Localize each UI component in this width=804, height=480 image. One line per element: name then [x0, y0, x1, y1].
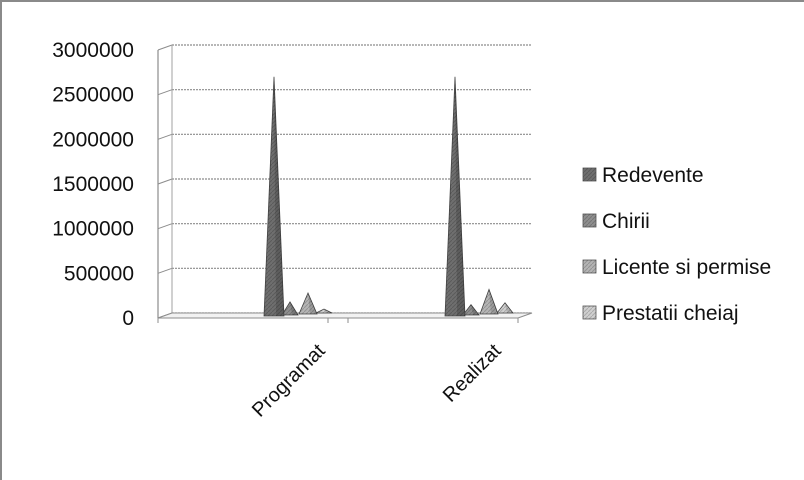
gridlines: [157, 44, 532, 319]
y-tick-label: 1000000: [52, 218, 134, 241]
y-tick-label: 2000000: [52, 128, 134, 151]
data-peak-shade: [274, 76, 284, 316]
legend-swatch-texture: [583, 260, 596, 273]
y-tick-label: 3000000: [52, 39, 134, 62]
data-peak-shade: [290, 301, 298, 315]
data-peaks: [263, 76, 514, 317]
data-peak-texture: [445, 76, 465, 316]
data-peak-texture: [282, 301, 298, 315]
data-peak-shade: [308, 292, 317, 314]
x-tick-labels: Programat Realizat: [248, 340, 506, 422]
gridline-depth: [157, 223, 173, 230]
legend-swatch-texture: [583, 168, 596, 181]
legend-swatch-texture: [583, 214, 596, 227]
y-tick-label: 500000: [64, 262, 134, 285]
legend-label: Prestatii cheiaj: [602, 302, 739, 325]
legend-swatch-texture: [583, 306, 596, 319]
gridline-depth: [157, 89, 173, 96]
gridline-depth: [157, 44, 173, 51]
y-tick-label: 2500000: [52, 84, 134, 107]
y-tick-labels: 3000000 2500000 2000000 1500000 1000000 50000…: [52, 39, 134, 330]
legend-label: Licente si permise: [602, 256, 771, 279]
legend-label: Redevente: [602, 164, 704, 187]
data-peak-texture: [316, 309, 332, 313]
data-peak-shade: [471, 304, 479, 315]
data-peak-shade: [324, 309, 332, 313]
floor-plane: [157, 312, 533, 319]
data-peak-texture: [299, 292, 317, 314]
chart-floor: [157, 312, 533, 323]
y-axis: [157, 45, 173, 318]
y-tick-label: 1500000: [52, 173, 134, 196]
gridline-depth: [157, 133, 173, 140]
data-peak-texture: [264, 76, 284, 316]
y-tick-label: 0: [122, 307, 134, 330]
x-category-label: Programat: [248, 340, 330, 422]
data-peak-shade: [455, 76, 465, 316]
data-peak-texture: [463, 304, 479, 315]
gridline-depth: [157, 178, 173, 185]
gridline-depth: [157, 267, 173, 274]
data-peak-shade: [489, 289, 498, 314]
data-peak-texture: [497, 302, 513, 313]
legend-label: Chirii: [602, 210, 650, 233]
legend: Redevente Chirii Licente si permise Prestat…: [582, 164, 771, 325]
data-peak-texture: [480, 289, 498, 314]
data-peak-shade: [505, 302, 513, 313]
x-category-label: Realizat: [439, 340, 506, 407]
